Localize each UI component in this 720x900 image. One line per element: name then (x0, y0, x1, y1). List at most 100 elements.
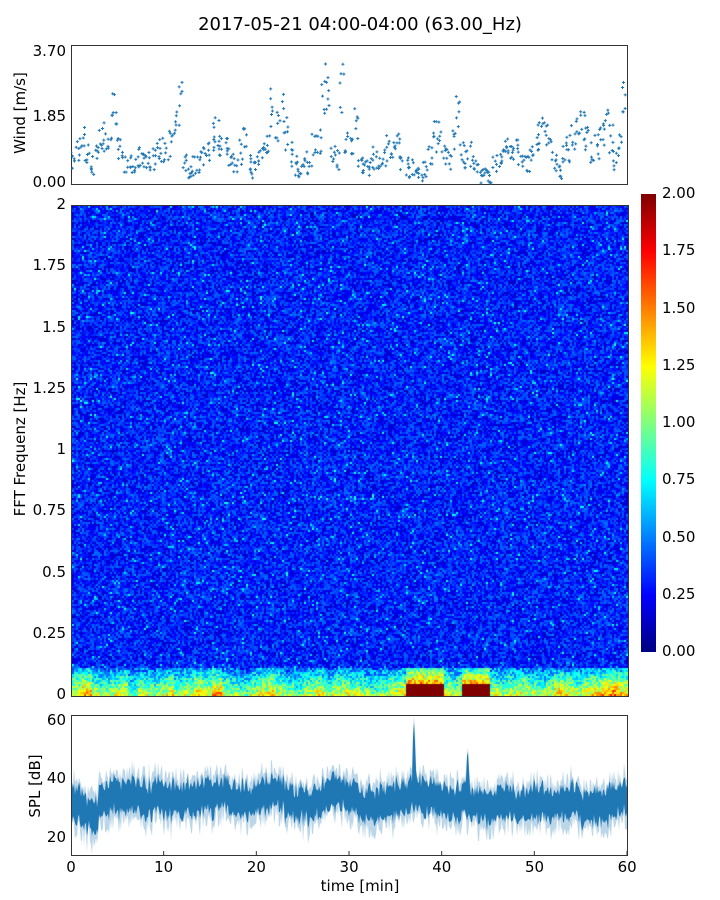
spl-ytick-label: 40 (46, 769, 66, 787)
wind-point (406, 162, 410, 166)
wind-point (166, 158, 170, 162)
wind-point (263, 147, 267, 151)
wind-point (243, 145, 247, 149)
wind-point (167, 129, 171, 133)
wind-point (285, 116, 289, 120)
wind-point (136, 164, 140, 168)
wind-point (516, 138, 520, 142)
wind-point (131, 165, 135, 169)
wind-point (115, 122, 119, 126)
wind-point (104, 147, 108, 151)
wind-point (198, 158, 202, 162)
wind-point (248, 167, 252, 171)
x-tick-label: 30 (339, 858, 359, 876)
wind-point (323, 79, 327, 83)
colorbar (641, 194, 656, 652)
wind-point (417, 167, 421, 171)
wind-point (589, 141, 593, 145)
wind-point (142, 165, 146, 169)
wind-point (179, 92, 183, 96)
wind-point (384, 164, 388, 168)
wind-point (284, 148, 288, 152)
wind-point (510, 151, 514, 155)
wind-point (392, 145, 396, 149)
wind-point (575, 117, 579, 121)
wind-point (524, 155, 528, 159)
wind-point (469, 140, 473, 144)
wind-point (130, 170, 134, 174)
wind-point (550, 150, 554, 154)
wind-point (605, 112, 609, 116)
wind-point (253, 160, 257, 164)
wind-point (227, 163, 231, 167)
wind-point (257, 162, 261, 166)
wind-point (510, 144, 514, 148)
wind-point (356, 136, 360, 140)
wind-point (218, 144, 222, 148)
wind-point (479, 181, 483, 185)
wind-point (83, 158, 87, 162)
wind-point (356, 159, 360, 163)
wind-point (121, 156, 125, 160)
colorbar-tick-label: 1.75 (662, 241, 696, 260)
wind-point (142, 156, 146, 160)
wind-point (236, 158, 240, 162)
wind-point (183, 161, 187, 165)
wind-point (82, 126, 86, 130)
wind-point (406, 156, 410, 160)
wind-point (606, 108, 610, 112)
wind-point (611, 149, 615, 153)
wind-point (289, 160, 293, 164)
wind-point (353, 107, 357, 111)
wind-point (86, 143, 90, 147)
wind-point (181, 166, 185, 170)
wind-point (83, 133, 87, 137)
wind-point (599, 126, 603, 130)
wind-point (293, 173, 297, 177)
wind-point (443, 149, 447, 153)
wind-point (366, 164, 370, 168)
wind-point (147, 156, 151, 160)
wind-point (307, 164, 311, 168)
wind-point (554, 169, 558, 173)
wind-point (78, 137, 82, 141)
wind-point (590, 155, 594, 159)
wind-point (487, 170, 491, 174)
wind-point (414, 169, 418, 173)
wind-point (386, 142, 390, 146)
colorbar-tick-label: 2.00 (662, 184, 696, 202)
wind-point (463, 166, 467, 170)
wind-point (146, 161, 150, 165)
wind-point (511, 146, 515, 150)
wind-point (319, 136, 323, 140)
wind-point (377, 167, 381, 171)
wind-point (212, 148, 216, 152)
wind-point (466, 157, 470, 161)
wind-point (377, 164, 381, 168)
wind-point (270, 105, 274, 109)
wind-point (456, 125, 460, 129)
wind-ytick-label: 0.00 (32, 173, 66, 191)
wind-point (249, 170, 253, 174)
spectrogram-ytick-label: 0.25 (32, 623, 66, 642)
colorbar-tick-label: 1.25 (662, 355, 696, 374)
wind-point (519, 154, 523, 158)
wind-point (198, 168, 202, 172)
wind-point (573, 147, 577, 151)
wind-point (578, 131, 582, 135)
wind-point (194, 171, 198, 175)
wind-point (622, 81, 626, 85)
wind-point (367, 165, 371, 169)
wind-point (313, 148, 317, 152)
wind-point (617, 146, 621, 150)
wind-point (183, 155, 187, 159)
wind-point (537, 133, 541, 137)
wind-point (531, 154, 535, 158)
wind-point (232, 157, 236, 161)
chart-title: 2017-05-21 04:00-04:00 (63.00_Hz) (198, 14, 522, 35)
wind-point (336, 149, 340, 153)
wind-point (282, 107, 286, 111)
wind-point (250, 172, 254, 176)
wind-point (620, 140, 624, 144)
x-tick-label: 0 (66, 858, 76, 876)
